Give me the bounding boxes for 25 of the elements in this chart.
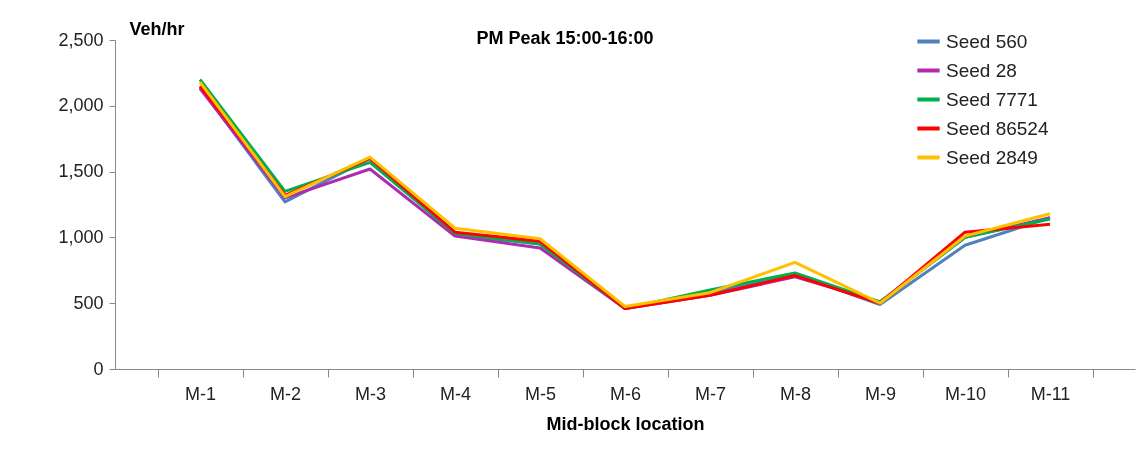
x-tick-label: M-8 — [780, 383, 811, 404]
x-tick-label: M-7 — [695, 383, 726, 404]
x-tick-label: M-4 — [440, 383, 471, 404]
x-tick-label: M-2 — [270, 383, 301, 404]
legend-label: Seed 86524 — [946, 117, 1049, 139]
x-tick-label: M-5 — [525, 383, 556, 404]
x-tick-label: M-11 — [1030, 383, 1071, 404]
y-tick-label: 1,000 — [58, 226, 104, 247]
y-tick-label: 500 — [73, 292, 104, 313]
x-tick-label: M-6 — [610, 383, 641, 404]
y-tick-label: 1,500 — [58, 161, 104, 182]
x-tick-label: M-10 — [944, 383, 987, 404]
y-axis-title: Veh/hr — [129, 18, 185, 39]
legend-label: Seed 560 — [946, 30, 1028, 52]
legend-label: Seed 7771 — [946, 88, 1038, 110]
y-tick-label: 2,500 — [58, 29, 104, 50]
chart-title: PM Peak 15:00-16:00 — [476, 28, 654, 48]
legend-label: Seed 28 — [946, 59, 1017, 81]
x-tick-label: M-3 — [355, 383, 386, 404]
legend-label: Seed 2849 — [946, 146, 1038, 168]
y-tick-label: 2,000 — [58, 95, 104, 116]
x-tick-label: M-1 — [185, 383, 216, 404]
x-axis-title: Mid-block location — [546, 413, 705, 434]
y-tick-label: 0 — [93, 358, 104, 379]
x-tick-label: M-9 — [865, 383, 896, 404]
